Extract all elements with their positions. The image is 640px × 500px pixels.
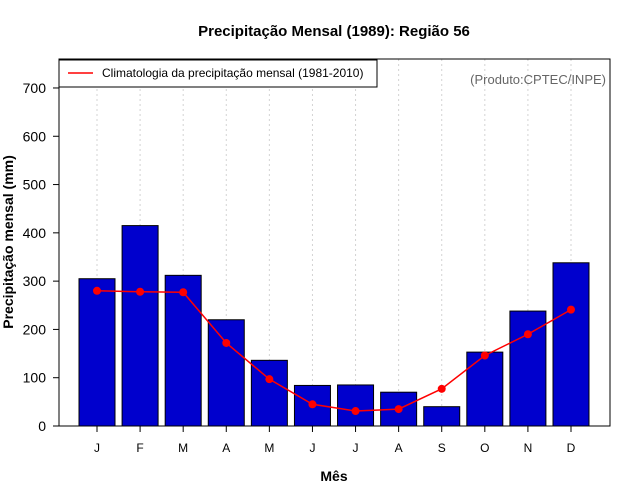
climatology-point-1 bbox=[93, 286, 101, 295]
bar-3 bbox=[164, 274, 202, 427]
climatology-point-2 bbox=[136, 287, 145, 296]
bar-2 bbox=[121, 225, 159, 427]
legend: Climatologia da precipitação mensal (198… bbox=[58, 59, 378, 88]
climatology-line bbox=[93, 286, 575, 416]
climatology-series-line bbox=[96, 290, 572, 412]
bar-10 bbox=[466, 351, 504, 427]
chart-title: Precipitação Mensal (1989): Região 56 bbox=[198, 23, 470, 40]
x-tick-label: O bbox=[480, 441, 489, 455]
climatology-point-8 bbox=[394, 405, 403, 414]
x-tick-label: J bbox=[94, 441, 100, 455]
climatology-point-6 bbox=[308, 400, 317, 409]
y-axis-label: Precipitação mensal (mm) bbox=[0, 155, 16, 329]
climatology-point-3 bbox=[179, 288, 188, 297]
x-tick-label: J bbox=[309, 441, 315, 455]
legend-entry-climatology: Climatologia da precipitação mensal (198… bbox=[102, 66, 363, 80]
x-axis-label: Mês bbox=[320, 468, 347, 484]
climatology-point-5 bbox=[265, 375, 274, 384]
y-axis: 0 100 200 300 400 500 600 700 bbox=[23, 80, 59, 434]
x-tick-label: A bbox=[222, 441, 230, 455]
bar-11 bbox=[509, 310, 547, 427]
bar-4 bbox=[207, 319, 245, 427]
bar-5 bbox=[250, 359, 288, 427]
source-annotation: (Produto:CPTEC/INPE) bbox=[470, 72, 606, 87]
climatology-point-11 bbox=[523, 330, 532, 339]
x-tick-label: M bbox=[178, 441, 188, 455]
y-tick-label: 0 bbox=[38, 418, 46, 434]
x-tick-label: F bbox=[136, 441, 143, 455]
y-tick-label: 600 bbox=[23, 128, 47, 144]
y-tick-label: 700 bbox=[23, 80, 47, 96]
x-tick-label: N bbox=[524, 441, 533, 455]
bar-9 bbox=[423, 406, 461, 427]
climatology-point-9 bbox=[437, 384, 446, 393]
y-tick-label: 100 bbox=[23, 370, 47, 386]
bars bbox=[78, 225, 590, 427]
bar-12 bbox=[552, 262, 590, 427]
x-tick-label: S bbox=[438, 441, 446, 455]
bar-1 bbox=[78, 278, 116, 427]
climatology-point-4 bbox=[222, 338, 231, 347]
bar-7 bbox=[337, 384, 375, 427]
x-tick-label: M bbox=[264, 441, 274, 455]
y-tick-label: 200 bbox=[23, 321, 47, 337]
x-tick-label: A bbox=[395, 441, 403, 455]
climatology-point-12 bbox=[567, 305, 575, 314]
climatology-point-10 bbox=[480, 351, 489, 360]
x-tick-label: J bbox=[353, 441, 359, 455]
legend-box bbox=[58, 59, 378, 88]
y-tick-label: 400 bbox=[23, 225, 47, 241]
x-tick-label: D bbox=[567, 441, 576, 455]
y-tick-label: 500 bbox=[23, 177, 47, 193]
y-tick-label: 300 bbox=[23, 273, 47, 289]
climatology-point-7 bbox=[351, 407, 360, 416]
plot-frame bbox=[58, 58, 611, 427]
